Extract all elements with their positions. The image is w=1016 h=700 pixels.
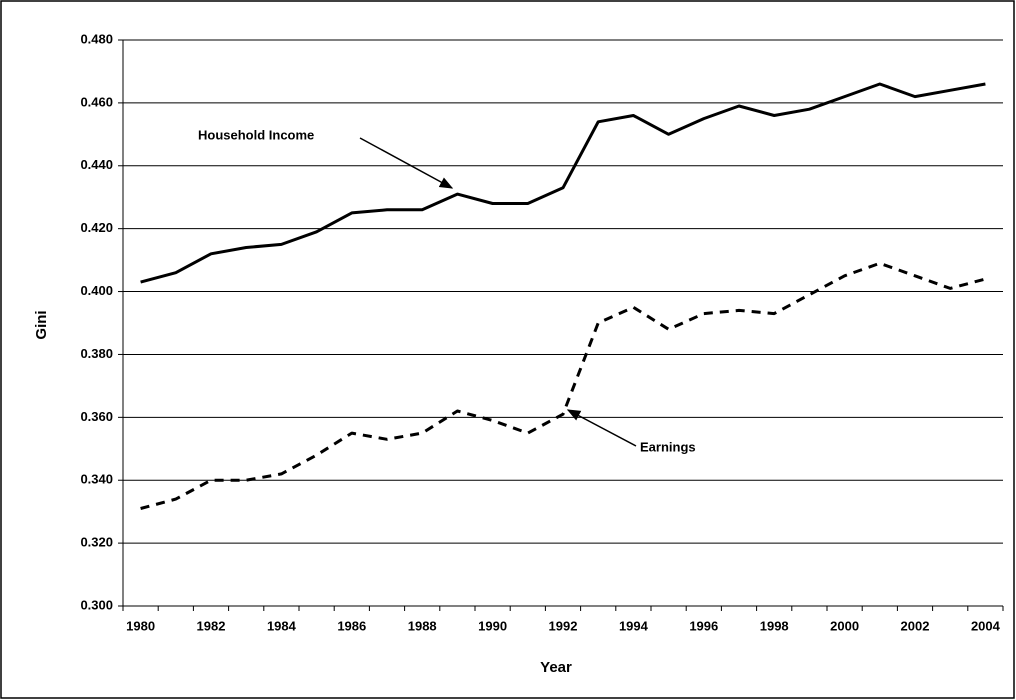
series-line (140, 261, 986, 510)
x-tick-label: 1982 (197, 618, 226, 633)
x-tick-label: 1992 (549, 618, 578, 633)
series-label: Household Income (198, 127, 314, 142)
x-tick-label: 2004 (971, 618, 1001, 633)
y-axis-title: Gini (33, 310, 50, 339)
x-tick-label: 2000 (830, 618, 859, 633)
y-tick-label: 0.300 (80, 597, 113, 612)
series-label: Earnings (640, 439, 696, 454)
x-tick-label: 1986 (337, 618, 366, 633)
y-tick-label: 0.380 (80, 346, 113, 361)
y-tick-label: 0.440 (80, 157, 113, 172)
annotation-arrow (566, 409, 637, 447)
y-tick-label: 0.320 (80, 535, 113, 550)
y-tick-label: 0.420 (80, 220, 113, 235)
x-axis-title: Year (540, 659, 572, 676)
series-line (140, 82, 986, 284)
x-tick-label: 2002 (901, 618, 930, 633)
y-tick-label: 0.400 (80, 283, 113, 298)
x-tick-label: 1984 (267, 618, 297, 633)
y-tick-label: 0.360 (80, 409, 113, 424)
y-tick-label: 0.340 (80, 472, 113, 487)
annotation-arrow (359, 137, 454, 189)
y-tick-label: 0.460 (80, 94, 113, 109)
x-tick-label: 1988 (408, 618, 437, 633)
x-tick-label: 1996 (689, 618, 718, 633)
x-tick-label: 1990 (478, 618, 507, 633)
x-tick-label: 1980 (126, 618, 155, 633)
x-tick-label: 1998 (760, 618, 789, 633)
y-tick-label: 0.480 (80, 31, 113, 46)
x-tick-label: 1994 (619, 618, 649, 633)
